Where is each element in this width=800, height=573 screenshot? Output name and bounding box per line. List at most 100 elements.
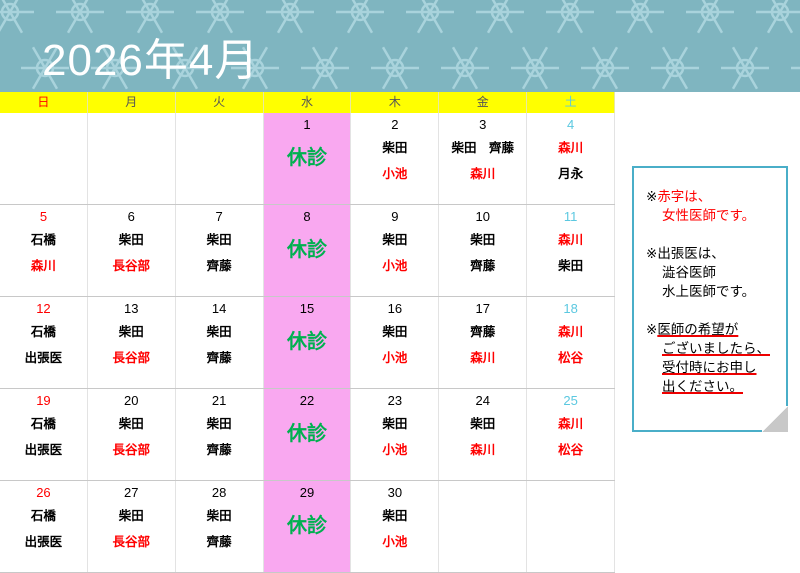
day-cell[interactable]: 11 森川 柴田 [527,205,616,296]
day-number: 4 [566,117,575,132]
day-cell[interactable]: 3 柴田 齊藤森川 [439,113,528,204]
snowflake-icon [546,0,594,34]
doctor-name: 長谷部 [112,534,151,549]
day-cell[interactable] [0,113,88,204]
day-number: 11 [563,209,578,224]
day-cell[interactable]: 6 柴田 長谷部 [88,205,176,296]
day-cell[interactable] [527,481,616,572]
day-cell[interactable]: 20 柴田 長谷部 [88,389,176,480]
day-number: 3 [479,117,487,132]
day-number: 21 [211,393,227,408]
snowflake-icon [721,46,769,90]
doctor-name: 柴田 齊藤 [451,140,514,155]
closed-label: 休診 [287,145,327,169]
snowflake-icon [266,0,314,34]
day-cell[interactable]: 2 柴田 小池 [351,113,440,204]
day-number: 28 [211,485,227,500]
weekday-0: 日 [0,92,88,113]
weekday-header: 日月火水木金土 [0,92,616,113]
doctor-name: 柴田 [118,324,144,339]
day-cell[interactable]: 26 石橋 出張医 [0,481,88,572]
day-cell[interactable]: 22 休診 [263,389,352,480]
closed-label: 休診 [287,237,327,261]
calendar: 日月火水木金土 1 休診 2 柴田 小池 3 柴田 齊藤 森川 4 森川 月永 5 石橋 森川 6 柴田 長谷部… [0,92,616,573]
note-u2: ございましたら、 [662,341,770,357]
week-row: 19 石橋 出張医 20 柴田 長谷部 21 柴田 齊藤 22 休診 23 柴田 小池 24 柴田 森川 25 森川… [0,389,616,481]
note-box: ※赤字は、 女性医師です。 ※出張医は、 澁谷医師 水上医師です。 ※医師の希望が ござ… [632,166,788,432]
day-cell[interactable]: 14 柴田 齊藤 [176,297,264,388]
doctor-name: 森川 [558,232,584,247]
doctor-name: 松谷 [558,350,584,365]
day-cell[interactable]: 13 柴田 長谷部 [88,297,176,388]
day-cell[interactable]: 16 柴田 小池 [351,297,440,388]
doctor-name: 齊藤 [206,534,232,549]
day-number: 22 [299,393,315,408]
day-number: 20 [124,393,139,408]
note-b3: 水上医師です。 [662,284,756,300]
closed-label: 休診 [287,329,327,353]
day-cell[interactable]: 1 休診 [263,113,352,204]
day-cell[interactable]: 18 森川 松谷 [527,297,616,388]
snowflake-icon [651,46,699,90]
note-mark: ※ [646,246,658,262]
day-cell[interactable]: 15 休診 [263,297,352,388]
day-cell[interactable]: 28 柴田 齊藤 [176,481,264,572]
day-cell[interactable]: 17 齊藤 森川 [439,297,528,388]
doctor-name: 石橋 [30,324,56,339]
week-row: 26 石橋 出張医 27 柴田 長谷部 28 柴田 齊藤 29 休診 30 柴田 小池 [0,481,616,573]
page-curl-decoration [762,406,788,432]
doctor-name: 石橋 [30,508,56,523]
day-cell[interactable]: 30 柴田 小池 [351,481,440,572]
day-cell[interactable] [88,113,176,204]
doctor-name: 小池 [382,350,408,365]
day-number [439,485,526,503]
note-red-1: 赤字は、 [657,189,712,205]
day-cell[interactable]: 8 休診 [263,205,352,296]
day-number: 10 [475,209,490,224]
note-b1: 出張医は、 [657,246,725,262]
day-cell[interactable] [439,481,528,572]
day-number: 13 [124,301,139,316]
day-cell[interactable]: 25 森川 松谷 [527,389,616,480]
doctor-name: 小池 [382,442,408,457]
day-number: 12 [36,301,51,316]
day-cell[interactable]: 7 柴田 齊藤 [176,205,264,296]
closed-label: 休診 [287,421,327,445]
day-cell[interactable]: 5 石橋 森川 [0,205,88,296]
snowflake-icon [441,46,489,90]
day-number: 9 [391,209,399,224]
doctor-name: 柴田 [382,232,408,247]
page-title: 2026年4月 [42,36,260,85]
day-cell[interactable]: 29 休診 [263,481,352,572]
day-number: 15 [299,301,315,316]
snowflake-icon [126,0,174,34]
weekday-3: 水 [264,92,352,113]
day-cell[interactable]: 19 石橋 出張医 [0,389,88,480]
day-cell[interactable]: 21 柴田 齊藤 [176,389,264,480]
day-number: 5 [39,209,48,224]
day-number: 29 [299,485,315,500]
snowflake-icon [0,0,34,34]
doctor-name: 森川 [470,166,496,181]
day-cell[interactable] [176,113,264,204]
day-number: 18 [563,301,578,316]
snowflake-icon [686,0,734,34]
day-cell[interactable]: 23 柴田 小池 [351,389,440,480]
weekday-1: 月 [88,92,176,113]
day-number [0,117,87,135]
day-cell[interactable]: 12 石橋 出張医 [0,297,88,388]
day-cell[interactable]: 10 柴田 齊藤 [439,205,528,296]
weekday-2: 火 [176,92,264,113]
day-cell[interactable]: 4 森川 月永 [527,113,616,204]
note-b2: 澁谷医師 [662,265,716,281]
doctor-name: 森川 [470,442,496,457]
day-cell[interactable]: 24 柴田 森川 [439,389,528,480]
doctor-name: 森川 [30,258,56,273]
doctor-name: 柴田 [470,232,496,247]
day-cell[interactable]: 27 柴田 長谷部 [88,481,176,572]
snowflake-icon [336,0,384,34]
note-u4: 出ください。 [662,379,743,395]
doctor-name: 柴田 [118,232,144,247]
day-cell[interactable]: 9 柴田 小池 [351,205,440,296]
doctor-name: 森川 [470,350,496,365]
